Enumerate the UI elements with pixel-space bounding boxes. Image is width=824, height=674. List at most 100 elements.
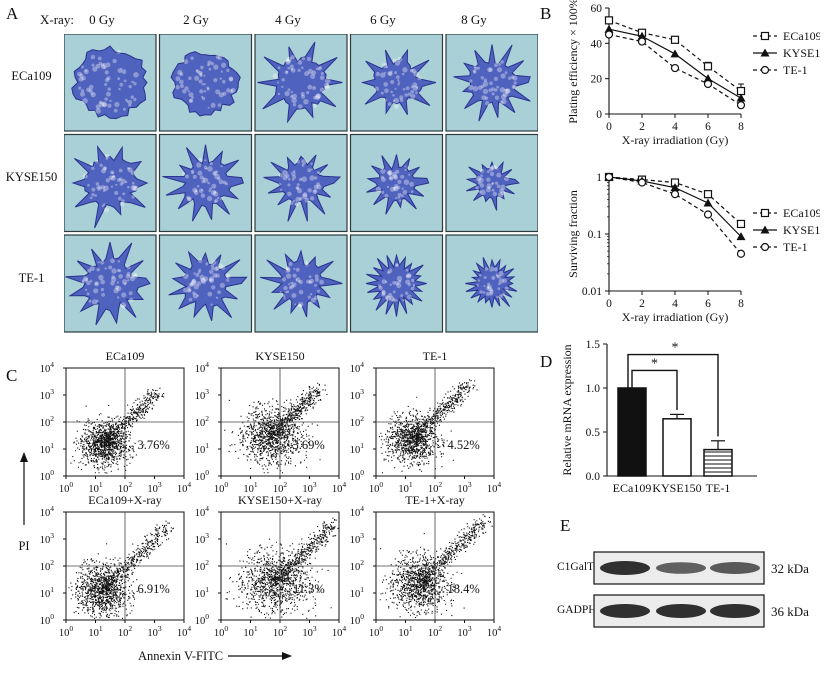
y-tick-label: 0 — [596, 109, 602, 121]
legend-entry: KYSE150 — [753, 223, 820, 237]
flow-plot-title: ECa109 — [106, 349, 145, 363]
flow-events — [379, 514, 493, 619]
flow-events — [378, 379, 478, 474]
apoptosis-percentage: 18.4% — [448, 582, 480, 596]
flow-plot-title: KYSE150 — [255, 349, 304, 363]
data-point — [670, 49, 680, 58]
x-tick-label: KYSE150 — [652, 481, 701, 495]
flow-plot: KYSE150+X-ray 11.3% 100 100 101 101 102 102 103 1… — [195, 493, 347, 639]
x-tick-label: 0 — [606, 298, 612, 310]
y-tick-label: 101 — [40, 585, 55, 600]
panel-e-letter: E — [560, 516, 571, 535]
x-axis-label: X-ray irradiation (Gy) — [622, 310, 729, 324]
colony-image — [158, 234, 253, 333]
y-tick-label: 101 — [350, 585, 365, 600]
y-tick-label: 0.1 — [588, 229, 603, 241]
x-tick-label: 100 — [214, 624, 229, 639]
data-point — [670, 63, 680, 73]
x-tick-label: 2 — [639, 121, 645, 133]
y-tick-label: 0.5 — [586, 427, 601, 439]
legend-entry: ECa109 — [753, 29, 820, 43]
legend-label: TE-1 — [783, 240, 808, 254]
protein-band — [656, 562, 706, 574]
western-blot-panel: C1GalT1 32 kDa GADPH 36 kDa — [557, 551, 809, 628]
bar — [703, 440, 733, 477]
colony-image — [445, 34, 538, 132]
x-tick-label: 102 — [273, 624, 288, 639]
legend-entry: ECa109 — [753, 206, 820, 220]
legend-label: TE-1 — [783, 63, 808, 77]
data-point — [736, 101, 746, 110]
series-line — [604, 30, 746, 110]
flow-plot-title: TE-1 — [423, 349, 448, 363]
y-tick-label: 103 — [40, 531, 55, 546]
x-tick-label: 104 — [332, 624, 347, 639]
colony-image — [64, 34, 157, 132]
flow-plot: KYSE1503.69%1001001011011021021031031041… — [195, 349, 347, 495]
y-tick-label: 102 — [350, 414, 365, 429]
y-tick-label: 101 — [195, 441, 210, 456]
flow-plot-title: ECa109+X-ray — [88, 493, 161, 507]
y-tick-label: 40 — [591, 38, 603, 50]
y-tick-label: 100 — [195, 468, 210, 483]
apoptosis-percentage: 6.91% — [138, 582, 170, 596]
y-axis-label: Relative mRNA expression — [560, 344, 574, 475]
x-tick-label: 104 — [332, 480, 347, 495]
colony-image — [64, 133, 157, 233]
legend-entry: KYSE150 — [753, 46, 820, 60]
x-tick-label: 103 — [457, 624, 472, 639]
x-tick-label: 4 — [672, 121, 678, 133]
x-tick-label: 101 — [398, 624, 413, 639]
plating-efficiency-chart: 0 2 4 6 8 X-ray irradiation (Gy) 0 20 40 60 Platin… — [566, 0, 820, 147]
data-point — [736, 93, 746, 102]
y-tick-label: 60 — [591, 3, 603, 15]
y-tick-label: 100 — [40, 468, 55, 483]
data-point — [736, 232, 746, 241]
flow-plot: TE-1+X-ray 18.4% 100 100 101 101 102 102 103 103 1… — [350, 493, 502, 639]
x-tick-label: 102 — [118, 624, 133, 639]
significance-bracket — [627, 353, 719, 437]
data-point — [703, 79, 713, 89]
flow-events — [70, 387, 165, 474]
dose-label: 2 Gy — [183, 12, 209, 27]
x-axis-label: X-ray irradiation (Gy) — [622, 133, 729, 147]
x-tick-label: 100 — [214, 480, 229, 495]
x-tick-label: 100 — [59, 624, 74, 639]
y-tick-label: 104 — [350, 504, 365, 519]
x-tick-label: TE-1 — [706, 481, 731, 495]
y-tick-label: 101 — [350, 441, 365, 456]
data-point — [604, 172, 614, 182]
y-tick-label: 102 — [40, 558, 55, 573]
colony-image — [158, 133, 253, 233]
apoptosis-percentage: 3.76% — [138, 438, 170, 452]
protein-band — [600, 604, 650, 618]
mrna-expression-chart: 0.0 0.5 1.0 1.5 Relative mRNA expression ECa1… — [560, 339, 757, 495]
data-point — [637, 178, 647, 187]
x-tick-label: 100 — [369, 480, 384, 495]
protein-band — [600, 561, 650, 575]
annexin-axis-label: Annexin V-FITC — [138, 649, 223, 663]
x-tick-label: 100 — [369, 624, 384, 639]
y-tick-label: 104 — [195, 360, 210, 375]
cell-line-label: TE-1 — [18, 271, 45, 285]
data-point — [703, 74, 713, 83]
dose-label: 8 Gy — [461, 12, 487, 27]
data-point — [604, 16, 614, 25]
x-tick-label: 8 — [738, 298, 744, 310]
y-tick-label: 100 — [350, 612, 365, 627]
protein-band — [710, 604, 760, 618]
panel-b-letter: B — [540, 4, 552, 23]
colony-image — [349, 234, 444, 333]
colony-image — [64, 234, 157, 333]
flow-plot-title: KYSE150+X-ray — [238, 493, 322, 507]
bar — [617, 387, 647, 477]
pi-axis-label: PI — [18, 539, 29, 553]
y-axis-label: Plating efficiency × 100% — [566, 0, 580, 124]
y-tick-label: 103 — [195, 531, 210, 546]
apoptosis-percentage: 11.3% — [293, 582, 325, 596]
series-line — [604, 16, 746, 99]
data-point — [703, 61, 713, 71]
y-tick-label: 103 — [195, 387, 210, 402]
cell-line-label: KYSE150 — [5, 170, 58, 184]
blot-row: GADPH 36 kDa — [557, 594, 809, 628]
